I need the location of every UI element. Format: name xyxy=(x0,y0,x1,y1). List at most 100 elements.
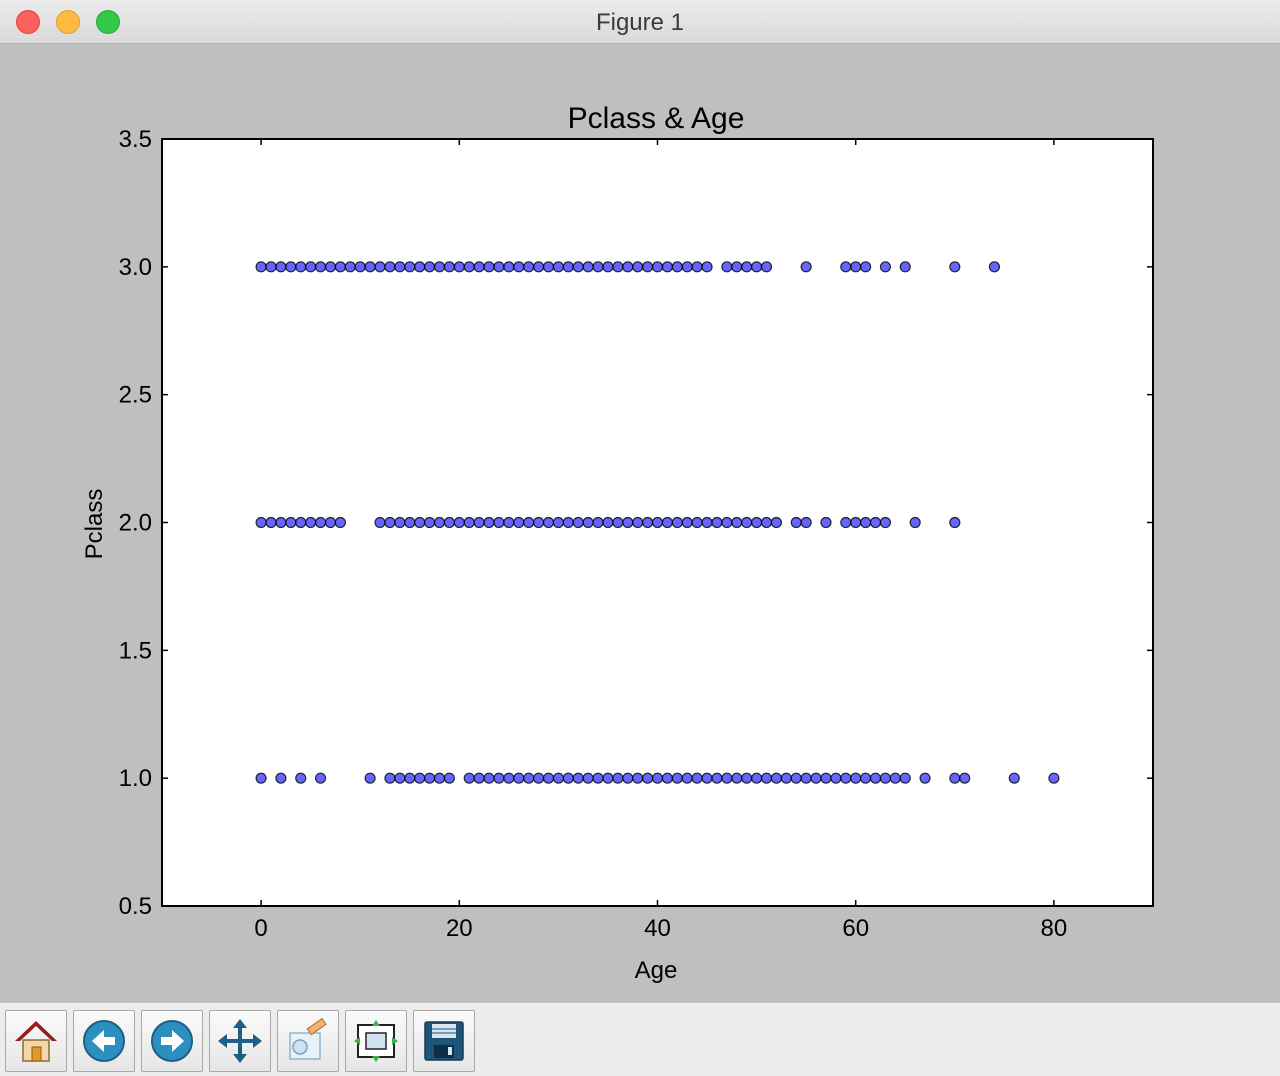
scatter-point xyxy=(731,772,743,784)
scatter-point xyxy=(721,772,733,784)
scatter-point xyxy=(919,772,931,784)
scatter-point xyxy=(632,516,644,529)
scatter-point xyxy=(473,772,485,784)
scatter-point xyxy=(840,772,852,784)
scatter-point xyxy=(959,772,971,784)
scatter-point xyxy=(701,261,713,273)
y-tick-label: 2.0 xyxy=(119,510,152,537)
scatter-point xyxy=(503,772,515,784)
scatter-point xyxy=(433,516,446,529)
scatter-point xyxy=(562,516,574,529)
scatter-point xyxy=(384,772,396,784)
scatter-point xyxy=(869,516,882,529)
scatter-point xyxy=(255,261,267,273)
y-tick-label: 2.5 xyxy=(119,382,152,409)
save-button[interactable] xyxy=(413,1010,475,1072)
scatter-point xyxy=(711,772,723,784)
scatter-point xyxy=(582,261,594,273)
scatter-point xyxy=(513,772,525,784)
scatter-point xyxy=(423,261,436,273)
scatter-point xyxy=(483,516,495,529)
scatter-point xyxy=(879,772,892,784)
scatter-point xyxy=(879,261,892,273)
scatter-point xyxy=(423,772,436,784)
scatter-point xyxy=(602,261,614,273)
scatter-point xyxy=(949,516,961,529)
scatter-point xyxy=(582,772,594,784)
scatter-point xyxy=(850,261,862,273)
scatter-point xyxy=(889,772,901,784)
scatter-point xyxy=(899,261,911,273)
scatter-point xyxy=(552,772,565,784)
scatter-point xyxy=(1008,772,1020,784)
scatter-point xyxy=(612,772,624,784)
x-tick-label: 20 xyxy=(446,915,473,942)
scatter-point xyxy=(354,261,366,273)
scatter-point xyxy=(721,516,733,529)
scatter-point xyxy=(681,261,693,273)
scatter-point xyxy=(750,772,763,784)
configure-subplots-button[interactable] xyxy=(345,1010,407,1072)
navigation-toolbar xyxy=(0,1002,1280,1076)
scatter-point xyxy=(453,516,465,529)
scatter-point xyxy=(295,261,307,273)
scatter-point xyxy=(820,772,832,784)
scatter-point xyxy=(701,772,713,784)
scatter-point xyxy=(572,516,584,529)
minimize-window-button[interactable] xyxy=(56,10,80,34)
maximize-window-button[interactable] xyxy=(96,10,120,34)
scatter-point xyxy=(622,516,634,529)
scatter-point xyxy=(592,772,604,784)
scatter-point xyxy=(602,772,614,784)
scatter-point xyxy=(810,772,822,784)
close-window-button[interactable] xyxy=(16,10,40,34)
scatter-point xyxy=(414,516,426,529)
scatter-point xyxy=(473,516,485,529)
scatter-point xyxy=(850,516,862,529)
scatter-point xyxy=(671,516,683,529)
y-tick-label: 0.5 xyxy=(119,893,152,920)
scatter-point xyxy=(850,772,862,784)
scatter-point xyxy=(651,772,664,784)
forward-button[interactable] xyxy=(141,1010,203,1072)
scatter-point xyxy=(493,772,505,784)
scatter-point xyxy=(314,772,327,784)
scatter-point xyxy=(404,772,416,784)
chart-title: Pclass & Age xyxy=(568,102,745,135)
scatter-point xyxy=(741,516,753,529)
scatter-point xyxy=(314,261,327,273)
scatter-point xyxy=(542,516,555,529)
scatter-point xyxy=(532,516,545,529)
scatter-point xyxy=(453,261,465,273)
scatter-point xyxy=(433,772,446,784)
scatter-point xyxy=(404,261,416,273)
home-icon xyxy=(15,1021,57,1062)
scatter-point xyxy=(741,772,753,784)
zoom-button[interactable] xyxy=(277,1010,339,1072)
scatter-point xyxy=(285,261,297,273)
back-button[interactable] xyxy=(73,1010,135,1072)
scatter-point xyxy=(622,772,634,784)
scatter-point xyxy=(344,261,356,273)
scatter-point xyxy=(860,516,872,529)
pan-button[interactable] xyxy=(209,1010,271,1072)
scatter-point xyxy=(523,261,535,273)
scatter-point xyxy=(899,772,911,784)
scatter-point xyxy=(691,261,703,273)
figure-canvas[interactable]: 0 20 40 60 80 0.5 1.0 1.5 2.0 2.5 3.0 3.5 Pclass & … xyxy=(0,44,1280,1002)
scatter-point xyxy=(572,772,584,784)
x-tick-label: 0 xyxy=(254,915,267,942)
scatter-point xyxy=(265,516,277,529)
scatter-point xyxy=(651,261,664,273)
scatter-point xyxy=(840,261,852,273)
y-axis-label: Pclass xyxy=(81,489,108,560)
scatter-point xyxy=(334,261,346,273)
scatter-point xyxy=(295,516,307,529)
scatter-point xyxy=(681,516,693,529)
scatter-point xyxy=(285,516,297,529)
home-button[interactable] xyxy=(5,1010,67,1072)
scatter-point xyxy=(562,772,574,784)
scatter-point xyxy=(661,516,674,529)
scatter-point xyxy=(612,261,624,273)
scatter-point xyxy=(364,261,376,273)
